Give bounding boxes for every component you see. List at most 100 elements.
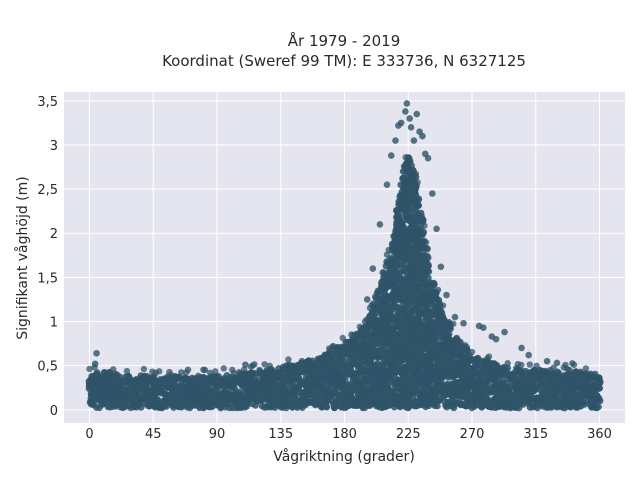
outlier-point xyxy=(363,296,371,303)
data-point xyxy=(123,367,131,375)
data-point xyxy=(178,369,185,376)
outlier-point xyxy=(403,100,411,107)
data-point xyxy=(394,262,401,270)
y-tick-label: 2,5 xyxy=(37,183,58,198)
outlier-point xyxy=(492,335,500,343)
outlier-point xyxy=(406,115,413,122)
data-point xyxy=(412,184,420,192)
data-point xyxy=(582,365,590,372)
x-tick-label: 225 xyxy=(396,427,421,442)
y-tick-label: 3,5 xyxy=(37,95,58,110)
data-point xyxy=(431,280,438,288)
y-tick-label: 0,5 xyxy=(37,360,58,375)
data-point xyxy=(170,379,178,387)
outlier-point xyxy=(397,119,405,127)
data-point xyxy=(86,365,93,373)
outlier-point xyxy=(419,132,426,140)
outlier-point xyxy=(501,328,508,336)
data-point xyxy=(341,375,349,383)
outlier-point xyxy=(525,351,532,359)
data-point xyxy=(504,360,511,367)
data-point xyxy=(414,179,421,186)
x-tick-label: 360 xyxy=(587,427,612,442)
outlier-point xyxy=(392,137,399,144)
outlier-point xyxy=(376,221,384,228)
x-tick-label: 90 xyxy=(209,427,226,442)
data-point xyxy=(595,395,603,402)
data-point xyxy=(383,380,391,388)
data-point xyxy=(425,268,433,276)
x-axis-title: Vågriktning (grader) xyxy=(273,448,415,465)
chart-subtitle: Koordinat (Sweref 99 TM): E 333736, N 63… xyxy=(162,52,526,70)
data-point xyxy=(261,361,268,368)
data-point xyxy=(463,344,471,351)
outlier-point xyxy=(543,357,551,365)
data-point xyxy=(140,365,148,373)
outlier-point xyxy=(348,331,355,339)
outlier-point xyxy=(298,357,306,365)
outlier-point xyxy=(369,265,377,272)
x-tick-label: 270 xyxy=(460,427,485,442)
x-tick-label: 45 xyxy=(145,427,162,442)
data-point xyxy=(420,228,428,236)
y-tick-label: 0 xyxy=(50,404,58,419)
data-point xyxy=(433,402,441,410)
x-tick-label: 0 xyxy=(85,427,93,442)
y-axis-ticks: 00,511,522,533,5 xyxy=(37,95,58,419)
outlier-point xyxy=(429,190,436,197)
data-point xyxy=(323,403,331,411)
data-point xyxy=(251,372,259,379)
data-point xyxy=(468,348,476,356)
outlier-point xyxy=(424,154,432,162)
y-tick-label: 2 xyxy=(50,227,58,242)
data-point xyxy=(251,361,258,368)
point-cloud xyxy=(85,154,604,412)
outlier-point xyxy=(91,360,99,368)
data-point xyxy=(424,254,432,261)
outlier-point xyxy=(443,291,450,299)
data-point xyxy=(526,361,533,368)
data-point xyxy=(220,365,227,372)
data-point xyxy=(596,384,603,392)
outlier-point xyxy=(402,108,409,115)
data-point xyxy=(156,368,163,375)
x-tick-label: 180 xyxy=(332,427,357,442)
chart-title: År 1979 - 2019 xyxy=(288,31,401,50)
data-point xyxy=(570,361,578,368)
outlier-point xyxy=(451,313,459,321)
outlier-point xyxy=(93,349,100,357)
outlier-point xyxy=(387,152,395,159)
data-point xyxy=(415,201,423,209)
data-point xyxy=(201,366,209,374)
data-point xyxy=(184,366,192,373)
data-point xyxy=(424,245,431,253)
data-point xyxy=(422,239,430,246)
y-tick-label: 1 xyxy=(50,315,58,330)
data-point xyxy=(518,361,525,369)
data-point xyxy=(485,353,493,360)
outlier-point xyxy=(553,359,561,367)
data-point xyxy=(595,403,602,411)
y-axis-title: Signifikant våghöjd (m) xyxy=(14,176,31,339)
outlier-point xyxy=(410,137,418,144)
y-tick-label: 1,5 xyxy=(37,271,58,286)
data-point xyxy=(397,276,405,283)
outlier-point xyxy=(413,110,421,118)
data-point xyxy=(285,356,292,363)
data-point xyxy=(450,320,457,328)
outlier-point xyxy=(329,342,337,350)
outlier-point xyxy=(460,319,467,327)
data-point xyxy=(417,209,425,217)
outlier-point xyxy=(437,263,445,271)
data-point xyxy=(243,400,251,408)
data-point xyxy=(415,195,423,203)
data-point xyxy=(230,369,238,377)
data-point xyxy=(212,368,219,375)
outlier-point xyxy=(383,181,391,188)
x-tick-label: 315 xyxy=(523,427,548,442)
data-point xyxy=(439,302,447,309)
outlier-point xyxy=(433,225,440,233)
data-point xyxy=(595,374,603,382)
outlier-point xyxy=(242,361,249,369)
